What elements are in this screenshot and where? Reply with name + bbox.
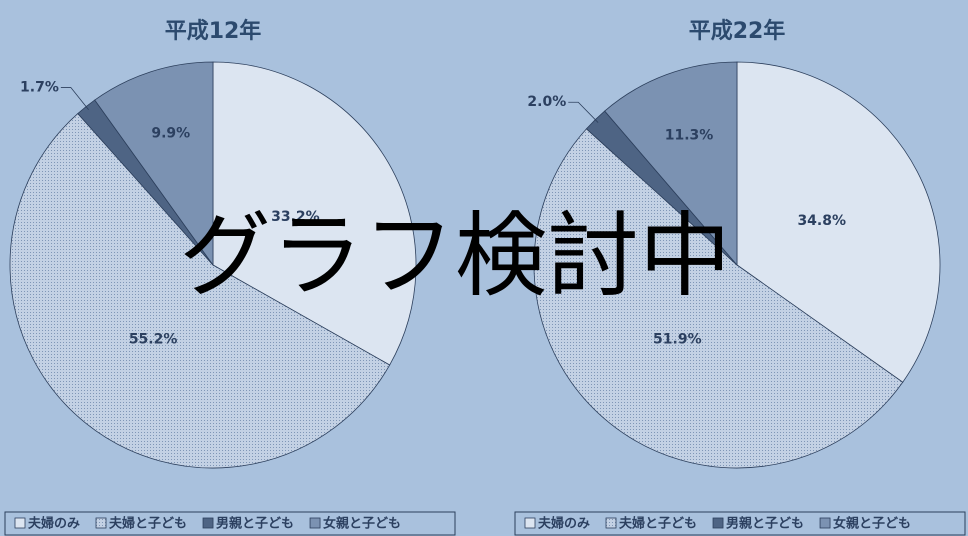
legend-swatch [819, 517, 831, 529]
pie-slice [736, 61, 941, 383]
data-label: 11.3% [665, 128, 714, 144]
data-label: 9.9% [151, 126, 190, 142]
legend-label: 夫婦のみ [538, 516, 590, 532]
leader-line [60, 87, 89, 110]
leader-line [568, 101, 599, 123]
pie-slice [533, 128, 904, 469]
legend-swatch [202, 517, 214, 529]
data-label: 2.0% [527, 94, 566, 110]
legend-label: 男親と子ども [726, 516, 804, 532]
pie-slice [94, 61, 214, 267]
legend-swatch [524, 517, 536, 529]
charts: 平成12年 33.2% 55.2% 1.7% 9.9% 夫婦のみ 夫婦と子ども 男親と子ども 女… [4, 18, 966, 536]
overlay-text: グラフ検討中 [179, 202, 731, 309]
legend-box [4, 511, 456, 536]
chart-title: 平成12年 [165, 18, 262, 44]
data-label: 33.2% [271, 209, 320, 225]
legend-label: 男親と子ども [216, 516, 294, 532]
legend-label: 女親と子ども [833, 516, 911, 532]
chart-title: 平成22年 [689, 18, 786, 44]
legend-swatch [712, 517, 724, 529]
legend-box [514, 511, 966, 536]
legend-label: 夫婦と子ども [619, 516, 697, 532]
legend-label: 夫婦のみ [28, 516, 80, 532]
data-label: 55.2% [129, 331, 178, 347]
legend-label: 夫婦と子ども [109, 516, 187, 532]
legend-swatch [14, 517, 26, 529]
legend-swatch [605, 517, 617, 529]
legend-label: 女親と子ども [323, 516, 401, 532]
pie-slice [604, 61, 738, 267]
legend-swatch [95, 517, 107, 529]
data-label: 1.7% [20, 80, 59, 96]
pie-slice [9, 113, 391, 469]
legend-swatch [309, 517, 321, 529]
data-label: 34.8% [797, 213, 846, 229]
data-label: 51.9% [653, 331, 702, 347]
pie-slice [212, 61, 417, 366]
